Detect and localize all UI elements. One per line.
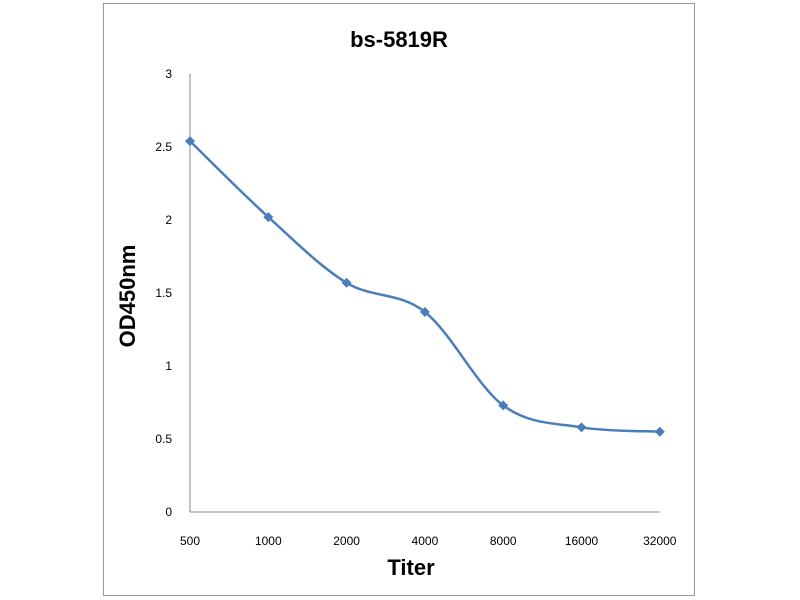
data-point-marker xyxy=(263,212,274,223)
y-tick-label: 1.5 xyxy=(155,286,172,300)
y-tick-label: 0.5 xyxy=(155,432,172,446)
x-tick-label: 500 xyxy=(180,534,200,548)
data-point-marker xyxy=(185,136,195,147)
y-tick-label: 2.5 xyxy=(155,140,172,154)
y-tick-label: 0 xyxy=(165,505,172,519)
x-axis-title: Titer xyxy=(387,555,435,580)
y-tick-label: 2 xyxy=(165,213,172,227)
data-point-marker xyxy=(498,400,509,411)
data-markers xyxy=(185,136,665,437)
x-tick-label: 1000 xyxy=(255,534,282,548)
chart-title: bs-5819R xyxy=(350,27,448,52)
x-tick-label: 4000 xyxy=(412,534,439,548)
x-tick-label: 16000 xyxy=(565,534,599,548)
x-tick-labels: 500 1000 2000 4000 8000 16000 32000 xyxy=(180,534,677,548)
x-tick-label: 8000 xyxy=(490,534,517,548)
y-axis-title: OD450nm xyxy=(115,245,140,348)
y-tick-label: 3 xyxy=(165,67,172,81)
data-point-marker xyxy=(576,422,587,433)
data-point-marker xyxy=(654,426,665,437)
x-tick-label: 32000 xyxy=(643,534,677,548)
y-tick-label: 1 xyxy=(165,359,172,373)
y-tick-labels: 0 0.5 1 1.5 2 2.5 3 xyxy=(155,67,172,519)
data-point-marker xyxy=(419,306,430,317)
series-line xyxy=(189,140,660,433)
x-tick-label: 2000 xyxy=(333,534,360,548)
data-point-marker xyxy=(341,277,352,288)
